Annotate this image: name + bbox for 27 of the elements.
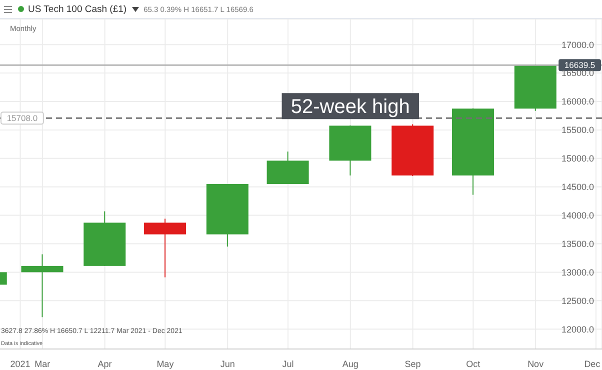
y-tick-label: 16000.0 <box>561 96 594 107</box>
y-tick-label: 17000.0 <box>561 40 594 50</box>
x-tick-label: Aug <box>342 359 358 369</box>
x-tick-label: Apr <box>98 359 112 369</box>
y-tick-label: 12000.0 <box>561 324 594 334</box>
y-tick-label: 14000.0 <box>561 210 594 220</box>
y-tick-label: 13500.0 <box>561 238 594 249</box>
ref-line-label: 15708.0 <box>6 113 38 124</box>
y-tick-label: 15500.0 <box>561 125 594 136</box>
x-tick-label: Dec <box>584 359 601 369</box>
x-tick-label: 2021 <box>10 359 30 369</box>
x-tick-label: Mar <box>34 359 50 369</box>
ref-line-label: 16639.5 <box>564 60 596 70</box>
y-tick-label: 15000.0 <box>561 154 594 164</box>
y-tick-label: 16500.0 <box>561 68 594 78</box>
candlestick <box>21 254 64 318</box>
y-tick-label: 13000.0 <box>561 267 594 278</box>
x-tick-label: Oct <box>466 359 481 369</box>
x-tick-label: Sep <box>404 359 421 369</box>
x-tick-label: Nov <box>528 359 544 369</box>
x-tick-label: Jun <box>220 359 235 369</box>
annotation: 52-week high <box>290 96 410 118</box>
x-tick-label: Jul <box>282 359 294 369</box>
y-tick-label: 12500.0 <box>561 296 594 306</box>
chart-title: US Tech 100 Cash (£1) <box>28 4 127 14</box>
y-tick-label: 14500.0 <box>561 182 594 192</box>
x-tick-label: May <box>156 359 174 369</box>
